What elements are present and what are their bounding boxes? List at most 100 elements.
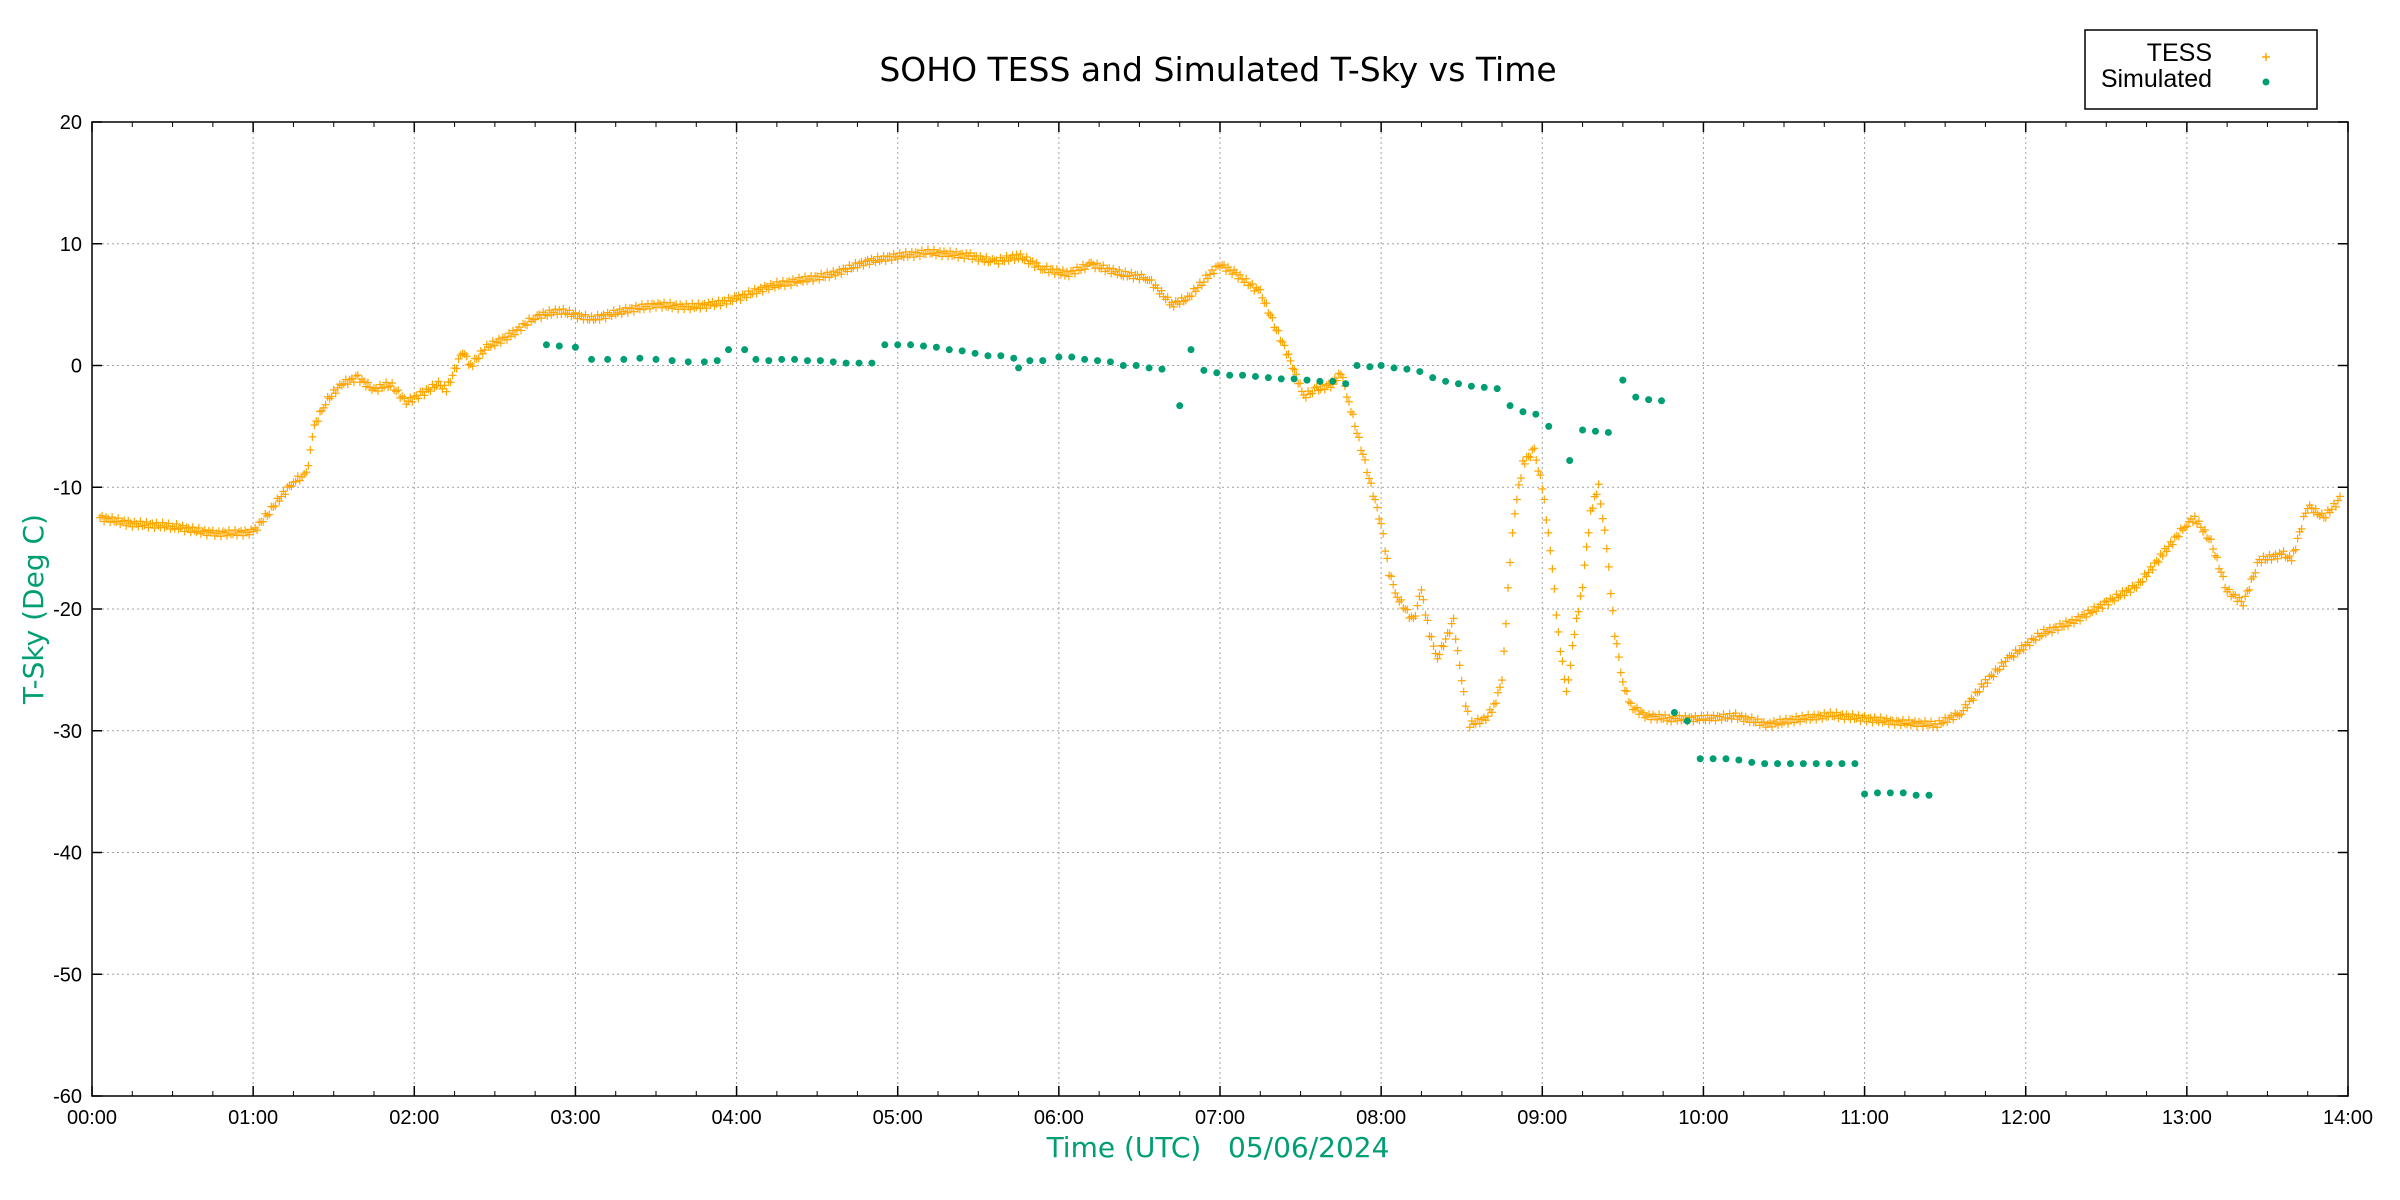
tess-point bbox=[1949, 715, 1958, 724]
tess-point bbox=[408, 397, 417, 406]
tess-point bbox=[1534, 467, 1543, 476]
simulated-point bbox=[1670, 708, 1678, 716]
tess-point bbox=[1409, 614, 1418, 623]
tess-point bbox=[2251, 568, 2260, 577]
tess-point bbox=[2086, 609, 2095, 618]
tess-point bbox=[1848, 710, 1857, 719]
tess-point bbox=[1538, 484, 1547, 493]
tess-point bbox=[1163, 293, 1172, 302]
tess-point bbox=[1532, 456, 1541, 465]
tess-point bbox=[1959, 706, 1968, 715]
x-tick-label: 02:00 bbox=[389, 1107, 439, 1129]
tess-point bbox=[1242, 274, 1251, 283]
tess-point bbox=[241, 526, 250, 535]
tess-point bbox=[1133, 271, 1142, 280]
tess-point bbox=[1780, 718, 1788, 727]
tess-point bbox=[1489, 699, 1498, 708]
tess-point bbox=[1308, 389, 1317, 398]
tess-point bbox=[577, 312, 586, 321]
legend-marker-tess bbox=[2262, 53, 2270, 61]
y-tick-label: -20 bbox=[53, 599, 82, 621]
tess-point bbox=[2267, 555, 2276, 564]
simulated-point bbox=[1290, 375, 1298, 383]
simulated-point bbox=[971, 349, 979, 357]
tess-point bbox=[363, 378, 372, 387]
tess-point bbox=[1451, 635, 1460, 644]
tess-point bbox=[2039, 625, 2048, 634]
tess-point bbox=[754, 285, 763, 294]
tess-point bbox=[2104, 600, 2113, 609]
tess-point bbox=[108, 513, 117, 522]
tess-point bbox=[619, 307, 628, 316]
tess-point bbox=[1584, 528, 1593, 537]
tess-point bbox=[1594, 480, 1603, 489]
simulated-point bbox=[1429, 374, 1437, 382]
tess-point bbox=[1618, 677, 1627, 686]
tess-point bbox=[1608, 606, 1617, 615]
tess-point bbox=[2321, 513, 2330, 522]
tess-point bbox=[218, 527, 227, 536]
y-tick-label: 10 bbox=[60, 234, 82, 256]
tess-point bbox=[100, 517, 109, 526]
x-tick-label: 01:00 bbox=[228, 1107, 278, 1129]
tess-point bbox=[1528, 445, 1537, 454]
tess-point bbox=[327, 392, 336, 401]
tess-point bbox=[1449, 614, 1458, 623]
tess-point bbox=[2211, 551, 2220, 560]
y-tick-label: -30 bbox=[53, 721, 82, 743]
tess-point bbox=[2009, 653, 2018, 662]
tess-point bbox=[2096, 600, 2105, 609]
tess-point bbox=[1900, 719, 1909, 728]
tess-point bbox=[1981, 675, 1990, 684]
tess-point bbox=[308, 432, 317, 441]
tess-point bbox=[1248, 279, 1257, 288]
tess-point bbox=[1894, 717, 1903, 726]
simulated-point bbox=[1015, 364, 1023, 372]
tess-point bbox=[656, 300, 665, 309]
tess-point bbox=[1403, 605, 1412, 614]
tess-point bbox=[831, 271, 840, 280]
tess-point bbox=[2027, 634, 2036, 643]
tess-point bbox=[2307, 503, 2316, 512]
tess-point bbox=[2176, 524, 2185, 533]
tess-point bbox=[623, 308, 632, 317]
tess-point bbox=[666, 298, 675, 307]
tess-point bbox=[1312, 382, 1321, 391]
tess-point bbox=[1203, 274, 1212, 283]
tess-point bbox=[559, 305, 568, 314]
simulated-point bbox=[984, 352, 992, 360]
tess-point bbox=[277, 492, 286, 501]
tess-point bbox=[654, 299, 663, 308]
tess-point bbox=[746, 290, 755, 299]
tess-point bbox=[2122, 586, 2131, 595]
y-tick-label: -60 bbox=[53, 1086, 82, 1108]
simulated-point bbox=[1545, 422, 1553, 430]
tess-point bbox=[178, 521, 187, 530]
tess-point bbox=[432, 382, 441, 391]
simulated-point bbox=[1026, 357, 1034, 365]
tess-point bbox=[1334, 369, 1343, 378]
tess-point bbox=[1181, 296, 1190, 305]
tess-point bbox=[974, 256, 983, 265]
tess-point bbox=[494, 334, 503, 343]
tess-point bbox=[1516, 474, 1525, 483]
tess-point bbox=[2190, 512, 2199, 521]
simulated-point bbox=[1200, 366, 1208, 374]
tess-point bbox=[2136, 578, 2145, 587]
tess-point bbox=[1602, 544, 1611, 553]
tess-point bbox=[1391, 589, 1400, 598]
tess-point bbox=[508, 326, 517, 335]
tess-point bbox=[519, 319, 528, 328]
tess-point bbox=[2309, 508, 2318, 517]
tess-point bbox=[1632, 703, 1641, 712]
simulated-point bbox=[855, 359, 863, 367]
tess-point bbox=[984, 258, 993, 267]
tess-point bbox=[1113, 270, 1122, 279]
tess-point bbox=[180, 527, 189, 536]
tess-point bbox=[1447, 619, 1456, 628]
tess-point bbox=[2070, 619, 2079, 628]
tess-point bbox=[351, 371, 360, 380]
tess-point bbox=[2059, 622, 2068, 631]
tess-point bbox=[1546, 546, 1555, 555]
